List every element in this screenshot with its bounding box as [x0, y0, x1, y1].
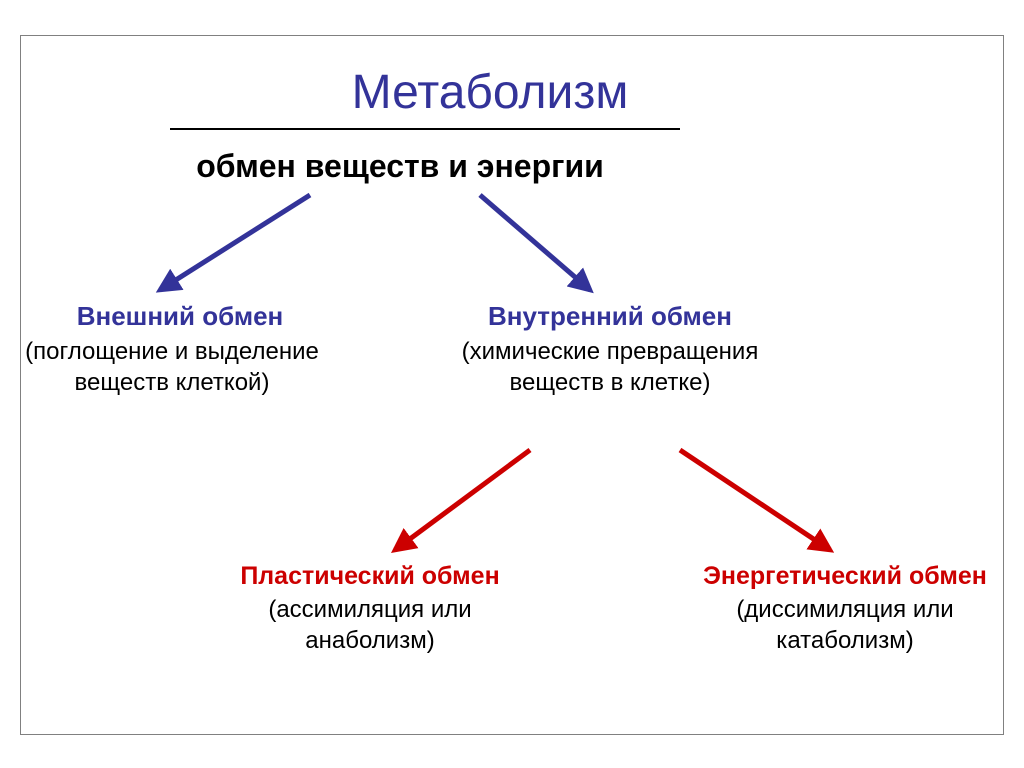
title-rule [170, 128, 680, 130]
leaf-energetic-title: Энергетический обмен [665, 560, 1024, 593]
branch-internal-subtitle: (химические превращения веществ в клетке… [430, 336, 790, 398]
branch-external-subtitle: (поглощение и выделение веществ клеткой) [22, 336, 322, 398]
diagram-canvas: Метаболизм обмен веществ и энергии Внешн… [0, 0, 1024, 768]
subtitle: обмен веществ и энергии [120, 146, 680, 188]
title-main: Метаболизм [260, 62, 720, 124]
leaf-plastic-title: Пластический обмен [200, 560, 540, 593]
branch-external-title: Внешний обмен [30, 300, 330, 334]
leaf-energetic-subtitle: (диссимиляция или катаболизм) [700, 594, 990, 656]
leaf-plastic-subtitle: (ассимиляция или анаболизм) [225, 594, 515, 656]
branch-internal-title: Внутренний обмен [440, 300, 780, 334]
